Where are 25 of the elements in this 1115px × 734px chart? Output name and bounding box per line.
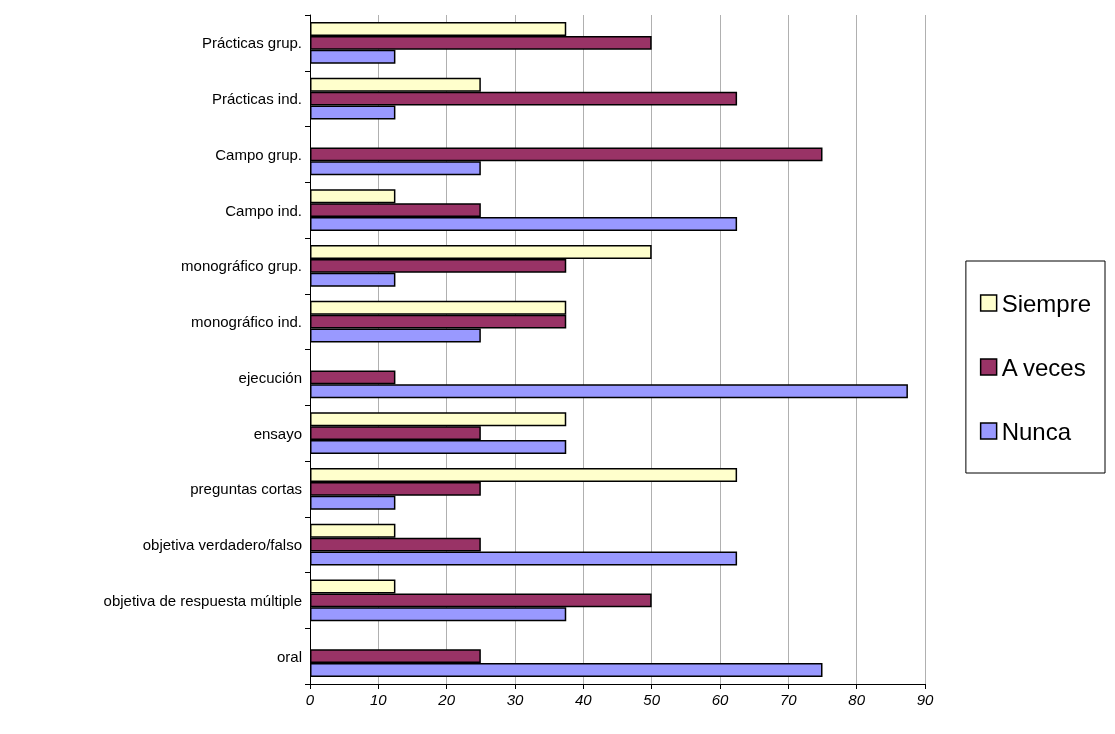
y-tick-label: monográfico grup. — [181, 257, 302, 275]
legend-label: Nunca — [1001, 417, 1072, 445]
y-tick-label: ejecución — [238, 368, 302, 386]
y-tick-label: objetiva verdadero/falso — [142, 536, 302, 554]
x-tick-label: 20 — [437, 691, 456, 708]
x-tick-label: 90 — [916, 691, 934, 708]
y-tick-label: Campo grup. — [215, 145, 302, 163]
y-tick-label: Prácticas ind. — [211, 90, 302, 108]
x-tick-label: 10 — [369, 691, 388, 708]
x-tick-label: 30 — [506, 691, 524, 708]
x-tick-label: 50 — [643, 691, 661, 708]
y-tick-label: preguntas cortas — [190, 480, 302, 498]
x-tick-label: 60 — [711, 691, 729, 708]
x-tick-label: 40 — [574, 691, 593, 708]
y-tick-label: monográfico ind. — [191, 313, 302, 331]
y-tick-label: Prácticas grup. — [201, 34, 302, 52]
legend-label: Siempre — [1001, 289, 1092, 317]
x-tick-label: 70 — [779, 691, 798, 708]
legend-label: A veces — [1001, 353, 1086, 381]
x-tick-label: 80 — [848, 691, 866, 708]
y-tick-label: ensayo — [253, 424, 302, 442]
x-tick-label: 0 — [305, 691, 315, 708]
y-tick-label: objetiva de respuesta múltiple — [103, 591, 302, 609]
y-tick-label: oral — [276, 647, 302, 665]
y-tick-label: Campo ind. — [225, 201, 302, 219]
